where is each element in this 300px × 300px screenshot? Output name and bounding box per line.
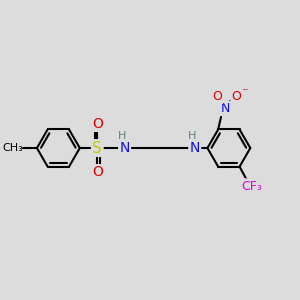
Text: CF₃: CF₃: [241, 180, 262, 193]
Text: H: H: [118, 131, 126, 141]
Text: N: N: [190, 141, 200, 155]
Text: +: +: [227, 96, 235, 106]
Text: O: O: [92, 165, 103, 179]
Text: N: N: [220, 101, 230, 115]
Text: N: N: [119, 141, 130, 155]
Text: CH₃: CH₃: [2, 143, 23, 153]
Text: H: H: [188, 131, 196, 141]
Text: O: O: [232, 90, 242, 103]
Text: O: O: [92, 117, 103, 131]
Text: ⁻: ⁻: [241, 86, 248, 99]
Text: S: S: [92, 141, 102, 156]
Text: O: O: [212, 90, 222, 103]
